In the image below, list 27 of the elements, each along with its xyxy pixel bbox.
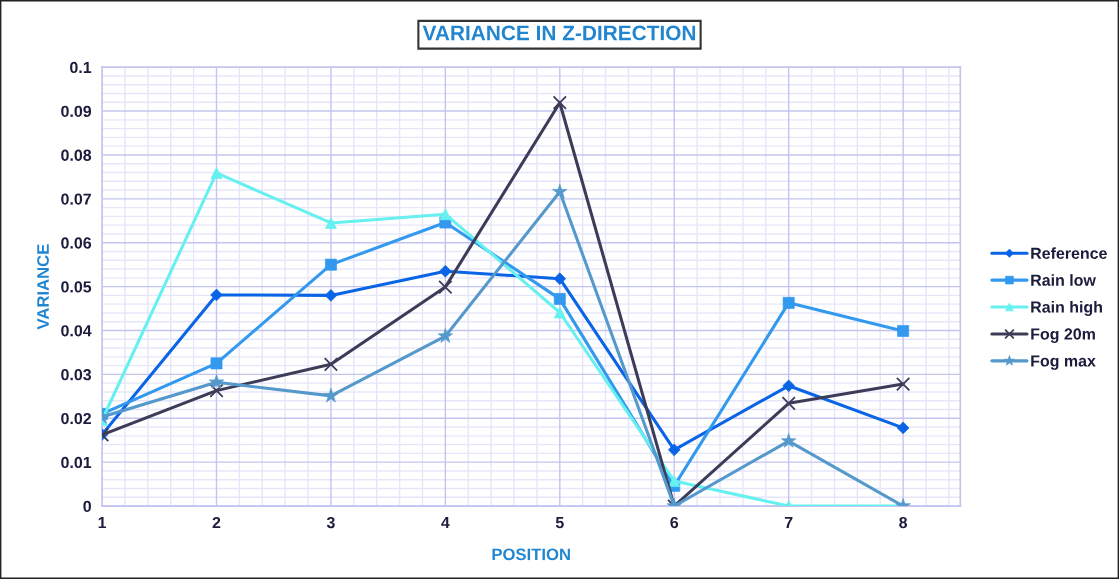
y-tick-label: 0.01 xyxy=(61,456,92,469)
y-tick-label: 0.02 xyxy=(61,412,91,425)
x-tick-label: 1 xyxy=(98,517,107,529)
y-axis-title: VARIANCE xyxy=(37,244,49,330)
y-tick-label: 0.09 xyxy=(61,105,92,117)
y-tick-label: 0.03 xyxy=(61,369,92,381)
x-tick-label: 8 xyxy=(899,516,908,529)
x-tick-label: 4 xyxy=(441,517,450,529)
x-tick-label: 2 xyxy=(212,516,221,529)
y-tick-label: 0 xyxy=(83,500,91,512)
y-tick-label: 0.08 xyxy=(61,149,92,161)
chart-title: VARIANCE IN Z-DIRECTION xyxy=(422,25,696,41)
y-tick-label: 0.04 xyxy=(61,325,92,337)
legend-label: Fog 20m xyxy=(1031,328,1095,343)
y-tick-label: 0.05 xyxy=(61,281,92,293)
x-tick-label: 7 xyxy=(784,517,793,529)
y-tick-label: 0.07 xyxy=(61,193,91,205)
legend-label: Reference xyxy=(1031,247,1107,259)
legend-label: Fog max xyxy=(1031,355,1096,370)
x-axis-title: POSITION xyxy=(492,548,570,561)
y-tick-label: 0.1 xyxy=(70,61,92,74)
y-tick-label: 0.06 xyxy=(61,237,92,249)
legend-label: Rain high xyxy=(1031,301,1102,316)
x-tick-label: 3 xyxy=(326,516,335,529)
legend-label: Rain low xyxy=(1031,274,1096,286)
x-tick-label: 5 xyxy=(555,517,564,529)
x-tick-label: 6 xyxy=(670,516,679,529)
